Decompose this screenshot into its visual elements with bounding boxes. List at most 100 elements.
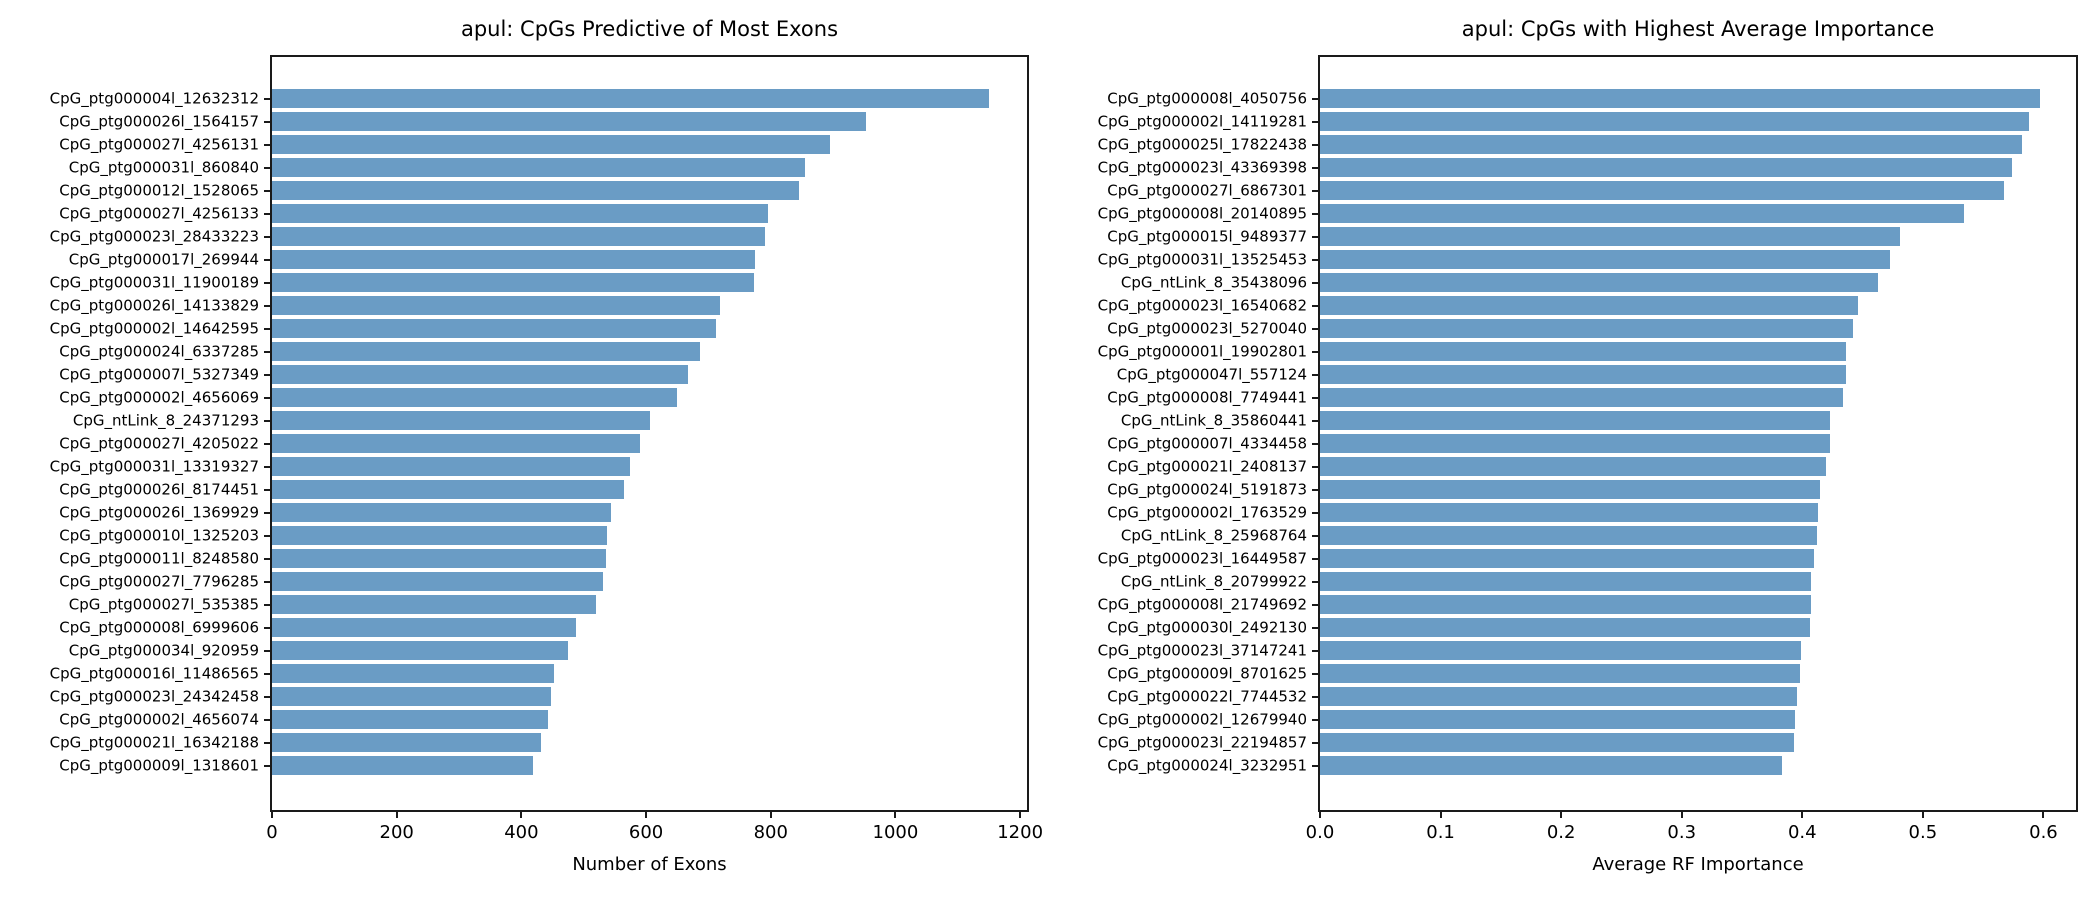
- panel-exon-counts: apul: CpGs Predictive of Most Exons CpG_…: [50, 17, 1043, 875]
- page-title: apul: CpGs Predictive of Most Exons: [460, 17, 839, 41]
- y-tick-mark: [264, 350, 272, 353]
- bar: [272, 664, 555, 683]
- x-tick-label: 0: [266, 822, 278, 843]
- y-category-label: CpG_ptg000023l_37147241: [1097, 641, 1307, 659]
- y-category-label: CpG_ptg000011l_8248580: [59, 549, 259, 567]
- bar-row: CpG_ptg000015l_9489377: [1107, 225, 2076, 248]
- bar: [272, 595, 596, 614]
- y-category-label: CpG_ptg000047l_557124: [1116, 365, 1307, 383]
- x-tick-label: 0.6: [2029, 822, 2058, 843]
- y-category-label: CpG_ptg000023l_5270040: [1107, 319, 1307, 337]
- y-tick-mark: [264, 557, 272, 560]
- bar: [1320, 733, 1794, 752]
- x-tick-label: 200: [379, 822, 414, 843]
- y-tick-mark: [1312, 557, 1320, 560]
- bar-row: CpG_ptg000023l_24342458: [50, 685, 1027, 708]
- y-category-label: CpG_ptg000002l_4656074: [59, 710, 259, 728]
- bar-row: CpG_ptg000002l_14119281: [1098, 110, 2076, 133]
- bar: [272, 273, 754, 292]
- y-category-label: CpG_ptg000027l_4256131: [59, 135, 259, 153]
- y-tick-mark: [1312, 212, 1320, 215]
- y-tick-mark: [264, 442, 272, 445]
- y-tick-mark: [1312, 672, 1320, 675]
- bar: [1320, 434, 1831, 453]
- bar-row: CpG_ptg000021l_2408137: [1107, 455, 2076, 478]
- x-axis-label: Number of Exons: [572, 854, 727, 875]
- y-category-label: CpG_ptg000031l_11900189: [49, 273, 259, 291]
- bar: [272, 365, 688, 384]
- bar: [272, 687, 552, 706]
- y-tick-mark: [264, 97, 272, 100]
- bar-row: CpG_ptg000034l_920959: [69, 639, 1027, 662]
- y-category-label: CpG_ptg000004l_12632312: [49, 89, 259, 107]
- y-tick-mark: [264, 327, 272, 330]
- y-tick-mark: [1312, 189, 1320, 192]
- bar-row: CpG_ptg000024l_3232951: [1107, 754, 2076, 777]
- bar-row: CpG_ptg000026l_1564157: [59, 110, 1027, 133]
- y-tick-mark: [1312, 718, 1320, 721]
- bar-row: CpG_ptg000004l_12632312: [50, 87, 1027, 110]
- y-tick-mark: [264, 143, 272, 146]
- y-category-label: CpG_ptg000027l_6867301: [1107, 181, 1307, 199]
- y-tick-mark: [264, 258, 272, 261]
- bar-row: CpG_ptg000002l_1763529: [1107, 501, 2076, 524]
- y-tick-mark: [264, 373, 272, 376]
- bar-row: CpG_ptg000011l_8248580: [59, 547, 1027, 570]
- bar: [272, 227, 765, 246]
- bar: [1320, 756, 1782, 775]
- y-tick-mark: [1312, 373, 1320, 376]
- bar: [272, 296, 720, 315]
- bar-row: CpG_ptg000007l_4334458: [1107, 432, 2076, 455]
- y-category-label: CpG_ptg000023l_24342458: [49, 687, 259, 705]
- bar: [1320, 457, 1827, 476]
- bar: [1320, 250, 1891, 269]
- bar-row: CpG_ptg000023l_16449587: [1098, 547, 2076, 570]
- bar: [272, 618, 577, 637]
- y-category-label: CpG_ptg000009l_8701625: [1107, 664, 1307, 682]
- bar: [272, 733, 542, 752]
- bar-row: CpG_ptg000002l_4656074: [59, 708, 1027, 731]
- bar: [272, 388, 678, 407]
- bar: [272, 342, 700, 361]
- bar: [272, 181, 799, 200]
- y-tick-mark: [1312, 764, 1320, 767]
- x-tick-label: 800: [753, 822, 788, 843]
- y-category-label: CpG_ptg000027l_4205022: [59, 434, 259, 452]
- y-tick-mark: [1312, 419, 1320, 422]
- y-tick-mark: [264, 534, 272, 537]
- bar: [1320, 549, 1815, 568]
- bar: [1320, 595, 1811, 614]
- bar-rows: CpG_ptg000008l_4050756 CpG_ptg000002l_141…: [1098, 87, 2076, 777]
- y-tick-mark: [264, 281, 272, 284]
- y-tick-mark: [1312, 396, 1320, 399]
- bar: [1320, 480, 1821, 499]
- bar: [1320, 342, 1846, 361]
- bar-row: CpG_ptg000016l_11486565: [50, 662, 1027, 685]
- y-tick-mark: [1312, 258, 1320, 261]
- bar-row: CpG_ptg000023l_5270040: [1107, 317, 2076, 340]
- y-tick-mark: [1312, 120, 1320, 123]
- bar-row: CpG_ptg000023l_22194857: [1098, 731, 2076, 754]
- y-tick-mark: [1312, 649, 1320, 652]
- y-tick-mark: [264, 189, 272, 192]
- x-tick-mark: [645, 810, 648, 818]
- bar-row: CpG_ptg000031l_11900189: [50, 271, 1027, 294]
- y-category-label: CpG_ptg000026l_8174451: [59, 480, 259, 498]
- bar-row: CpG_ptg000008l_6999606: [59, 616, 1027, 639]
- x-tick-mark: [2042, 810, 2045, 818]
- bar: [272, 756, 533, 775]
- bar-row: CpG_ptg000026l_1369929: [59, 501, 1027, 524]
- y-category-label: CpG_ptg000021l_2408137: [1107, 457, 1307, 475]
- bar-row: CpG_ptg000027l_4256133: [59, 202, 1027, 225]
- y-category-label: CpG_ptg000015l_9489377: [1107, 227, 1307, 245]
- panel-rf-importance: apul: CpGs with Highest Average Importan…: [1098, 17, 2078, 875]
- y-tick-mark: [264, 396, 272, 399]
- x-tick-mark: [769, 810, 772, 818]
- bar-row: CpG_ptg000017l_269944: [69, 248, 1027, 271]
- y-category-label: CpG_ptg000012l_1528065: [59, 181, 259, 199]
- bar-row: CpG_ptg000009l_8701625: [1107, 662, 2076, 685]
- y-category-label: CpG_ntLink_8_20799922: [1120, 572, 1307, 590]
- bar-row: CpG_ptg000021l_16342188: [50, 731, 1027, 754]
- x-tick-mark: [395, 810, 398, 818]
